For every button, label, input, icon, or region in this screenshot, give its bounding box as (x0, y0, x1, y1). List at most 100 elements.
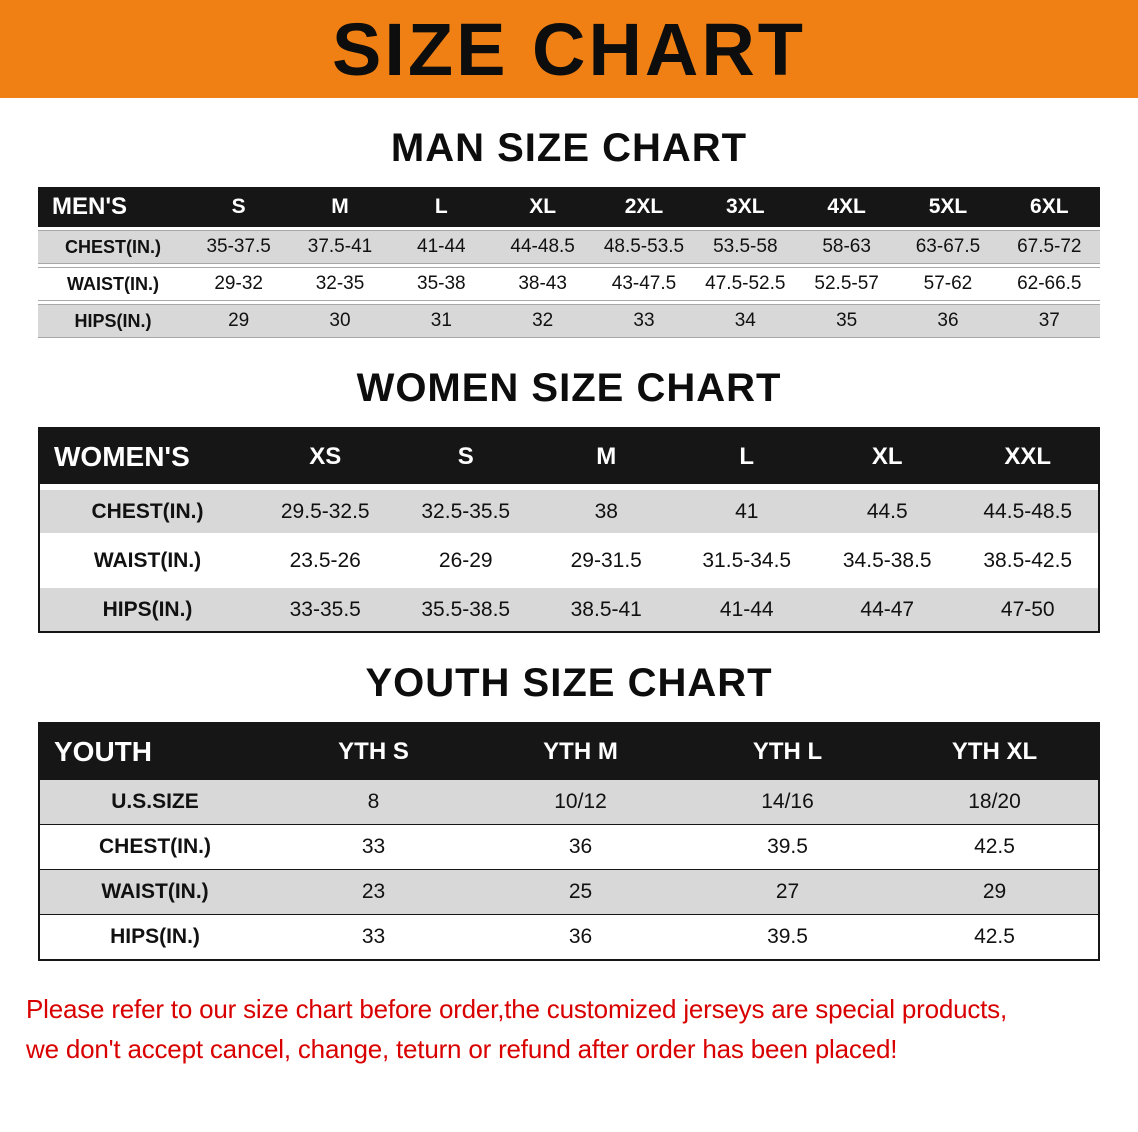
table-cell: 38.5-42.5 (983, 548, 1073, 572)
row-label: U.S.SIZE (111, 790, 199, 813)
table-cell: 53.5-58 (713, 236, 778, 257)
table-cell: 67.5-72 (1017, 236, 1082, 257)
table-cell: 39.5 (767, 925, 808, 948)
column-header: 2XL (624, 195, 664, 218)
table-header-label: YOUTH (54, 735, 152, 767)
table-cell: 41-44 (719, 597, 774, 621)
table-cell: 47-50 (1000, 597, 1055, 621)
table-cell: 48.5-53.5 (603, 236, 685, 257)
row-label: CHEST(IN.) (65, 236, 161, 257)
column-header: YTH S (338, 737, 409, 765)
table-cell: 44-48.5 (510, 236, 575, 257)
table-cell: 52.5-57 (814, 273, 879, 294)
table-cell: 57-62 (923, 273, 973, 294)
row-label: CHEST(IN.) (99, 835, 211, 858)
table-cell: 35-38 (417, 273, 466, 294)
column-header: 5XL (928, 195, 968, 218)
table-header-label: WOMEN'S (54, 440, 190, 472)
table-cell: 31 (430, 310, 452, 331)
table-cell: 39.5 (767, 835, 808, 858)
table-cell: 8 (367, 790, 380, 813)
table-row: WAIST(IN.) 29-32 32-35 35-38 38-43 43-47.5 47.… (38, 267, 1100, 301)
column-header: L (434, 195, 448, 218)
table-cell: 30 (329, 310, 351, 331)
table-cell: 44-47 (860, 597, 915, 621)
table-row: HIPS(IN.) 33 36 39.5 42.5 (40, 914, 1098, 959)
column-header: YTH XL (951, 737, 1038, 765)
column-header: S (457, 442, 474, 470)
column-header: XS (309, 442, 342, 470)
row-label: HIPS(IN.) (74, 310, 152, 331)
row-label: WAIST(IN.) (93, 548, 202, 572)
column-header: YTH L (752, 737, 823, 765)
footer-line-1: Please refer to our size chart before or… (26, 994, 1008, 1024)
table-cell: 32.5-35.5 (421, 499, 511, 523)
table-cell: 33 (361, 835, 386, 858)
footer-line-2: we don't accept cancel, change, teturn o… (26, 1034, 898, 1065)
table-cell: 29-31.5 (570, 548, 642, 572)
table-cell: 10/12 (554, 790, 607, 813)
table-cell: 41 (735, 499, 759, 523)
table-cell: 42.5 (974, 925, 1015, 948)
footer-note: Please refer to our size chart before or… (26, 989, 1112, 1070)
table-cell: 33 (361, 925, 386, 948)
table-cell: 35 (836, 310, 858, 331)
row-label: WAIST(IN.) (101, 880, 209, 903)
column-header: 4XL (827, 195, 866, 218)
table-header-label: MEN'S (52, 193, 128, 220)
table-cell: 18/20 (968, 790, 1021, 813)
banner-title: SIZE CHART (332, 7, 806, 91)
table-row: WAIST(IN.) 23 25 27 29 (40, 869, 1098, 914)
table-row: U.S.SIZE 8 10/12 14/16 18/20 (40, 779, 1098, 824)
table-cell: 38-43 (518, 273, 567, 294)
table-cell: 29-32 (214, 273, 263, 294)
table-cell: 44.5-48.5 (983, 499, 1073, 523)
table-cell: 37.5-41 (307, 236, 373, 257)
table-cell: 33 (633, 310, 655, 331)
table-row: HIPS(IN.) 29 30 31 32 33 34 35 36 37 (38, 304, 1100, 338)
table-cell: 34.5-38.5 (842, 548, 932, 572)
table-cell: 42.5 (974, 835, 1015, 858)
column-header: XXL (1004, 442, 1052, 470)
table-row: CHEST(IN.) 33 36 39.5 42.5 (40, 824, 1098, 869)
youth-size-chart-section: YOUTH SIZE CHART YOUTH YTH S YTH M YTH L YTH… (0, 661, 1138, 961)
table-cell: 14/16 (761, 790, 814, 813)
column-header: 6XL (1030, 195, 1069, 218)
table-cell: 44.5 (866, 499, 908, 523)
table-row: WAIST(IN.) 23.5-26 26-29 29-31.5 31.5-34.5 34… (40, 539, 1098, 582)
table-cell: 33-35.5 (289, 597, 361, 621)
table-cell: 36 (937, 310, 959, 331)
table-cell: 36 (568, 925, 593, 948)
youth-size-table: YOUTH YTH S YTH M YTH L YTH XL U.S.SIZE 8 10/12… (38, 722, 1100, 961)
table-cell: 47.5-52.5 (705, 273, 786, 294)
table-row: CHEST(IN.) 35-37.5 37.5-41 41-44 44-48.5 48.5… (38, 230, 1100, 264)
table-cell: 37 (1038, 310, 1060, 331)
table-cell: 31.5-34.5 (702, 548, 792, 572)
men-section-title: MAN SIZE CHART (390, 126, 748, 170)
table-cell: 38 (594, 499, 618, 523)
banner: SIZE CHART (0, 0, 1138, 98)
women-size-chart-section: WOMEN SIZE CHART WOMEN'S XS S M L XL XXL CHEST(… (0, 366, 1138, 633)
table-cell: 32 (532, 310, 554, 331)
table-cell: 26-29 (438, 548, 493, 572)
table-cell: 34 (734, 310, 756, 331)
table-header-row: WOMEN'S XS S M L XL XXL (40, 429, 1098, 484)
table-cell: 35.5-38.5 (421, 597, 511, 621)
row-label: CHEST(IN.) (91, 499, 204, 523)
column-header: XL (529, 195, 557, 218)
column-header: M (596, 442, 617, 470)
men-size-table: MEN'S S M L XL 2XL 3XL 4XL 5XL 6XL CHEST(IN.) 35-37… (38, 187, 1100, 338)
table-cell: 23.5-26 (289, 548, 361, 572)
table-cell: 38.5-41 (570, 597, 642, 621)
column-header: L (739, 442, 755, 470)
table-header-row: YOUTH YTH S YTH M YTH L YTH XL (40, 724, 1098, 779)
table-row: CHEST(IN.) 29.5-32.5 32.5-35.5 38 41 44.5 44.5… (40, 490, 1098, 533)
row-label: HIPS(IN.) (110, 925, 200, 948)
table-row: HIPS(IN.) 33-35.5 35.5-38.5 38.5-41 41-44 44-… (40, 588, 1098, 631)
table-cell: 63-67.5 (915, 236, 981, 257)
table-cell: 27 (775, 880, 800, 903)
table-cell: 29.5-32.5 (280, 499, 370, 523)
table-cell: 43-47.5 (611, 273, 677, 294)
table-cell: 41-44 (417, 236, 466, 257)
table-header-row: MEN'S S M L XL 2XL 3XL 4XL 5XL 6XL (38, 187, 1100, 227)
